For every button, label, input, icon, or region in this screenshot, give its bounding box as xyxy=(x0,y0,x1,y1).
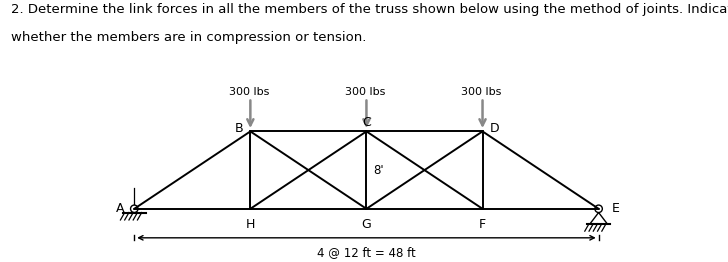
Text: D: D xyxy=(489,122,499,135)
Text: C: C xyxy=(362,116,371,129)
Text: H: H xyxy=(245,218,255,231)
Text: 300 lbs: 300 lbs xyxy=(345,86,386,97)
Text: 300 lbs: 300 lbs xyxy=(229,86,269,97)
Text: F: F xyxy=(479,218,486,231)
Text: B: B xyxy=(234,122,243,135)
Text: 8': 8' xyxy=(373,163,384,177)
Text: G: G xyxy=(362,218,371,231)
Text: 4 @ 12 ft = 48 ft: 4 @ 12 ft = 48 ft xyxy=(317,247,416,260)
Text: A: A xyxy=(116,202,124,215)
Text: whether the members are in compression or tension.: whether the members are in compression o… xyxy=(11,31,366,45)
Text: E: E xyxy=(612,202,620,215)
Text: 2. Determine the link forces in all the members of the truss shown below using t: 2. Determine the link forces in all the … xyxy=(11,3,728,16)
Text: 300 lbs: 300 lbs xyxy=(462,86,502,97)
